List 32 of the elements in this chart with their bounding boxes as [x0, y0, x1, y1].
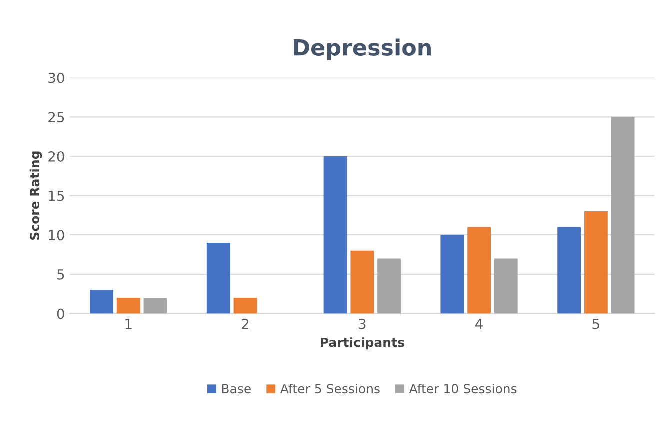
y-tick-label: 0 — [57, 308, 64, 320]
bar — [494, 258, 518, 314]
bar — [584, 212, 608, 314]
y-tick-label: 30 — [48, 72, 64, 84]
bar — [558, 227, 581, 314]
x-tick-label: 1 — [126, 319, 132, 330]
x-tick-label: 3 — [359, 318, 366, 330]
bar — [206, 242, 230, 314]
bar — [144, 298, 168, 314]
bar — [116, 298, 140, 314]
bar — [611, 117, 635, 314]
bar — [234, 298, 258, 314]
y-tick-label: 15 — [49, 190, 64, 202]
legend-label: Base — [222, 384, 251, 394]
x-tick-label: 5 — [592, 319, 600, 330]
y-axis-title: Score Rating — [30, 152, 42, 240]
legend-label: After 10 Sessions — [409, 384, 517, 394]
bar — [90, 290, 114, 314]
y-tick-label: 25 — [48, 112, 64, 123]
bar — [440, 235, 464, 314]
x-tick-label: 2 — [242, 318, 249, 330]
bar — [378, 258, 401, 314]
x-axis-title: Participants — [320, 338, 404, 350]
y-tick-label: 20 — [48, 151, 64, 162]
y-tick-label: 5 — [58, 270, 64, 280]
bar — [468, 227, 491, 314]
legend-label: After 5 Sessions — [280, 384, 380, 394]
y-tick-label: 10 — [49, 230, 64, 241]
x-tick-label: 4 — [476, 319, 483, 330]
bar — [350, 250, 374, 314]
chart-title: Depression — [294, 38, 431, 60]
bar — [324, 156, 348, 314]
